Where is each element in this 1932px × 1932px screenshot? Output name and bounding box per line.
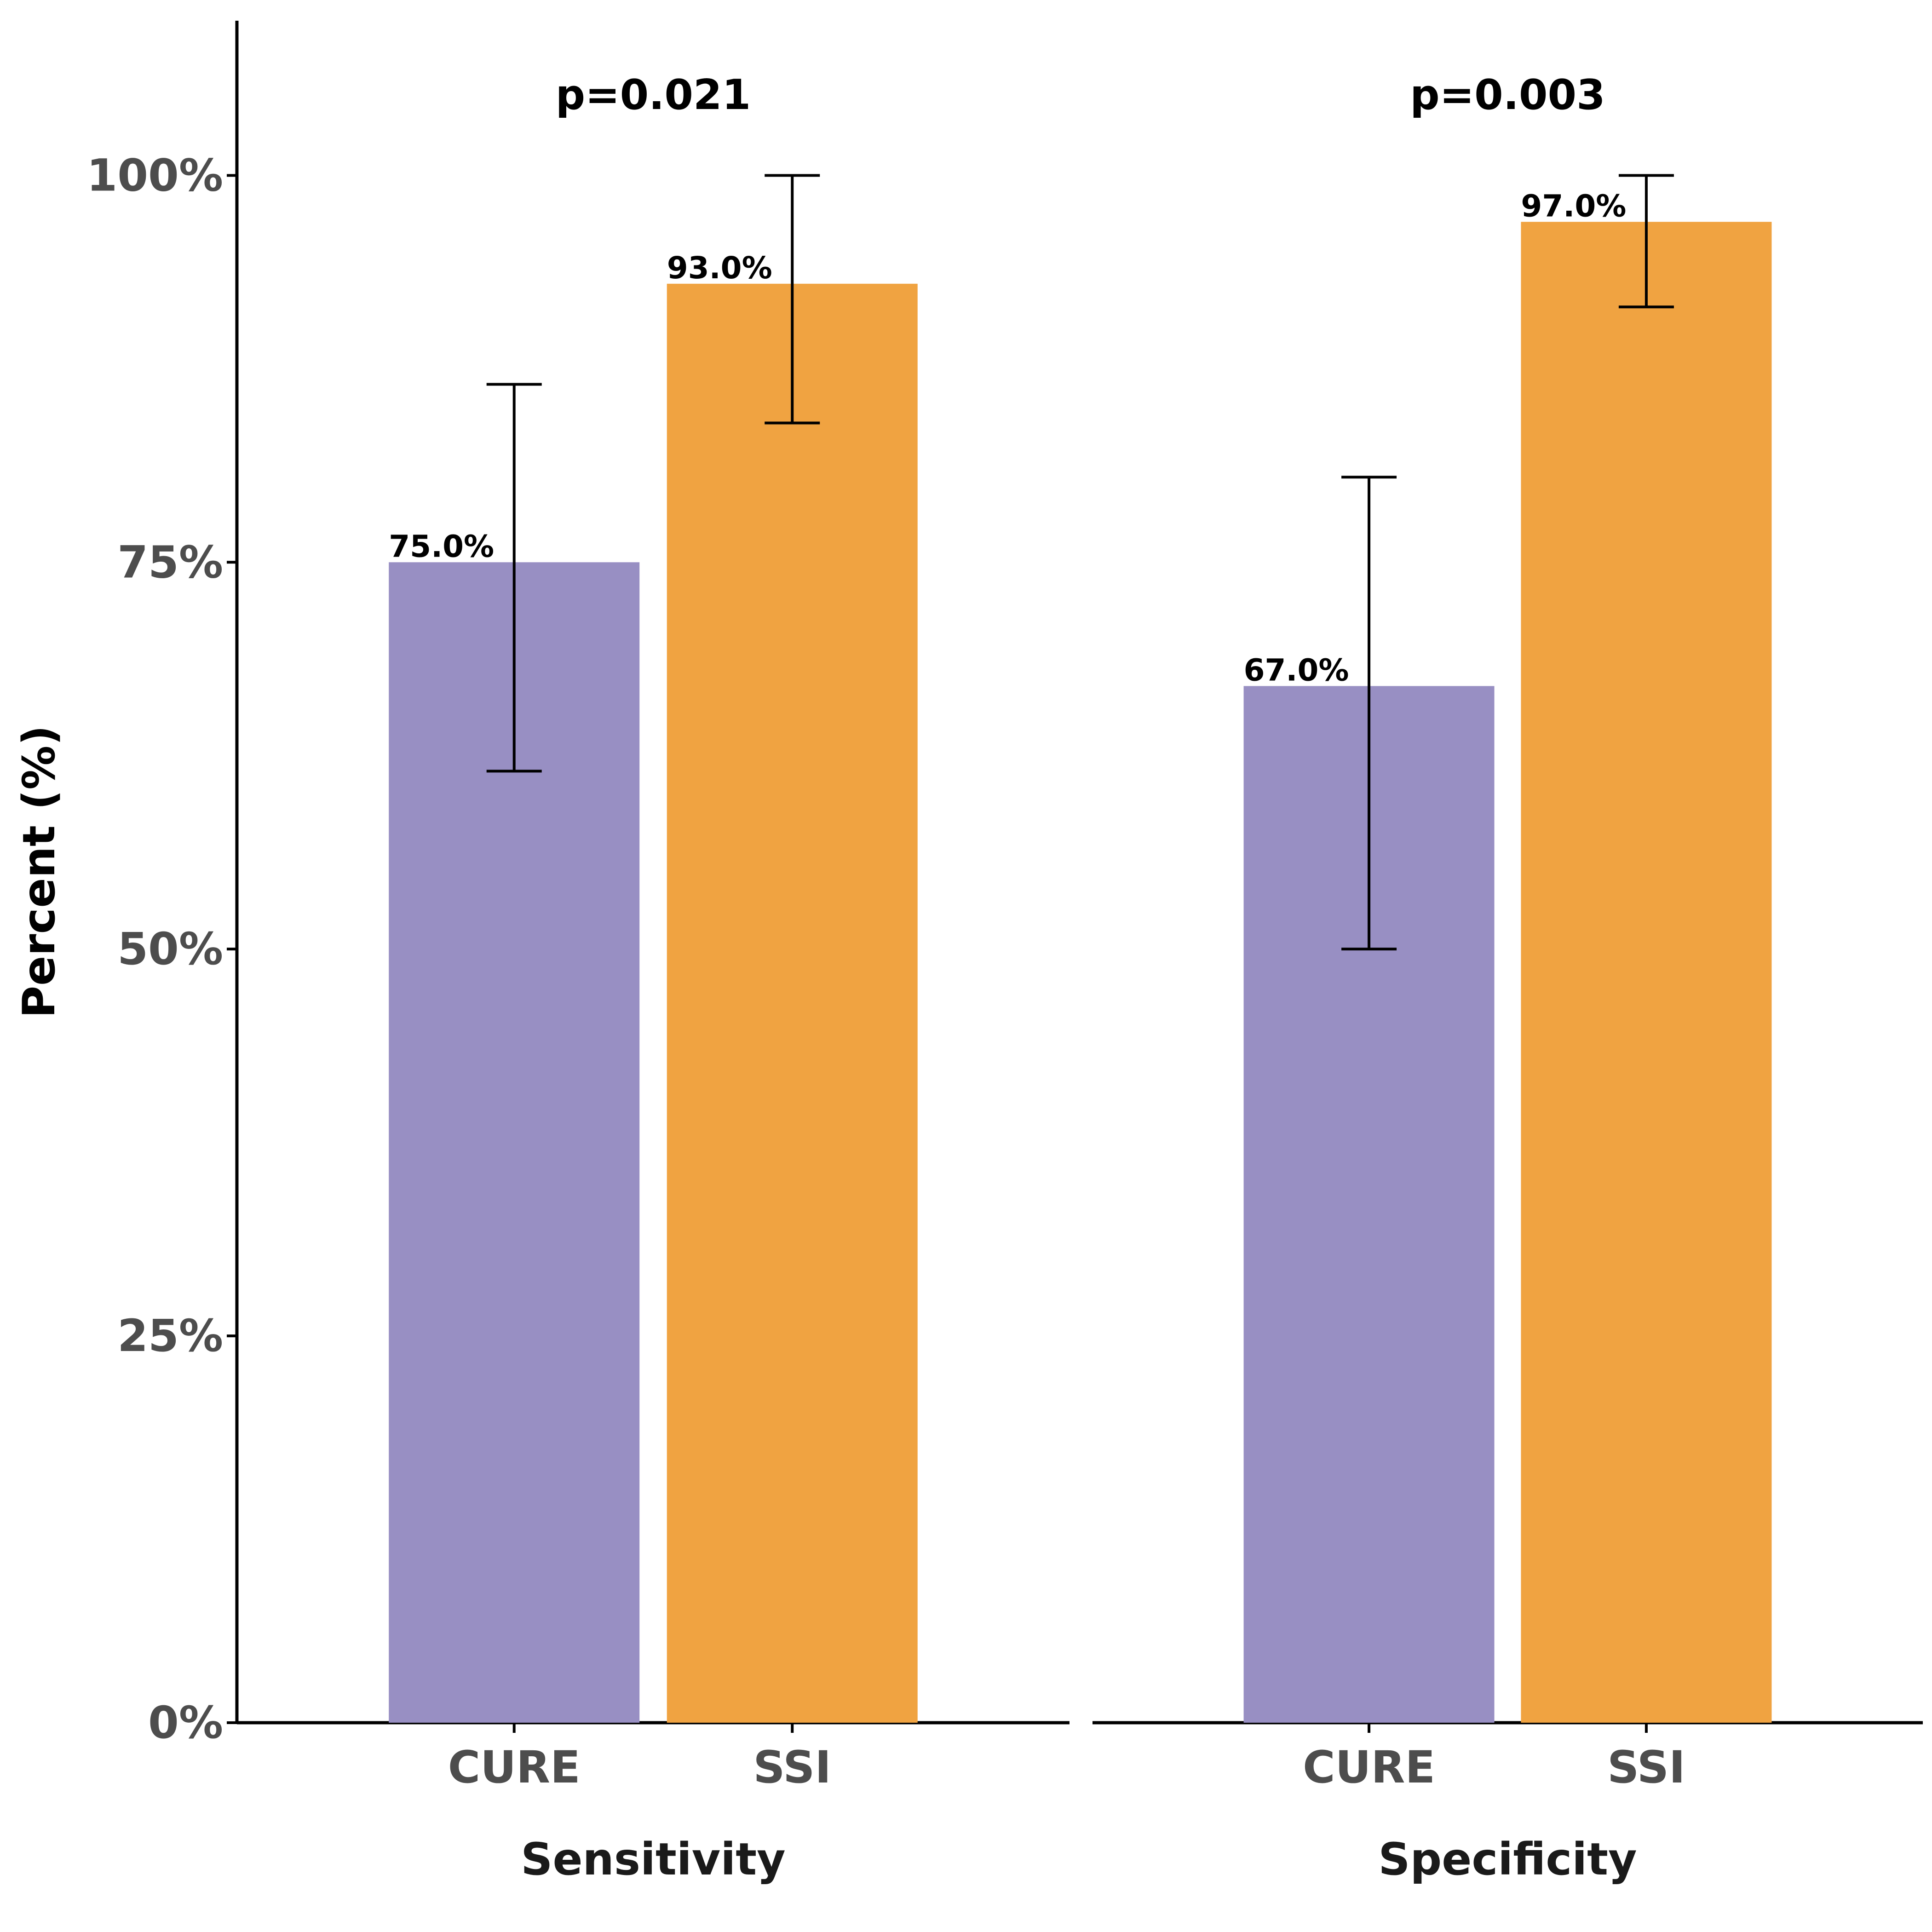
bar-ssi	[667, 283, 918, 1723]
panel-sensitivity: p=0.021 75.0% CURE 93.0% SSI Sensitivity	[237, 71, 1070, 1885]
data-label: 93.0%	[667, 250, 772, 286]
data-label: 97.0%	[1521, 188, 1626, 224]
data-label: 67.0%	[1244, 652, 1349, 688]
panels: p=0.02175.0%CURE93.0%SSISensitivityp=0.0…	[237, 71, 1923, 1885]
bar-ssi	[1521, 222, 1772, 1723]
y-axis-label: Percent (%)	[13, 725, 65, 1018]
x-tick-label: CURE	[448, 1742, 581, 1793]
y-tick-label: 100%	[86, 150, 223, 201]
x-tick-label: CURE	[1303, 1742, 1435, 1793]
y-tick-label: 75%	[117, 536, 223, 588]
y-tick-label: 25%	[117, 1310, 223, 1362]
p-value-label: p=0.021	[556, 71, 751, 119]
data-label: 75.0%	[389, 529, 494, 564]
x-tick-label: SSI	[753, 1742, 831, 1793]
p-value-label: p=0.003	[1410, 71, 1605, 119]
panel-specificity: p=0.003 67.0% CURE 97.0% SSI Specificity	[1092, 71, 1923, 1885]
y-tick-label: 0%	[148, 1697, 223, 1748]
y-axis: 0% 25% 50% 75% 100%	[86, 21, 239, 1748]
facet-label: Specificity	[1378, 1834, 1637, 1885]
y-tick-label: 50%	[117, 923, 223, 975]
x-tick-label: SSI	[1607, 1742, 1685, 1793]
facet-label: Sensitivity	[521, 1834, 785, 1885]
